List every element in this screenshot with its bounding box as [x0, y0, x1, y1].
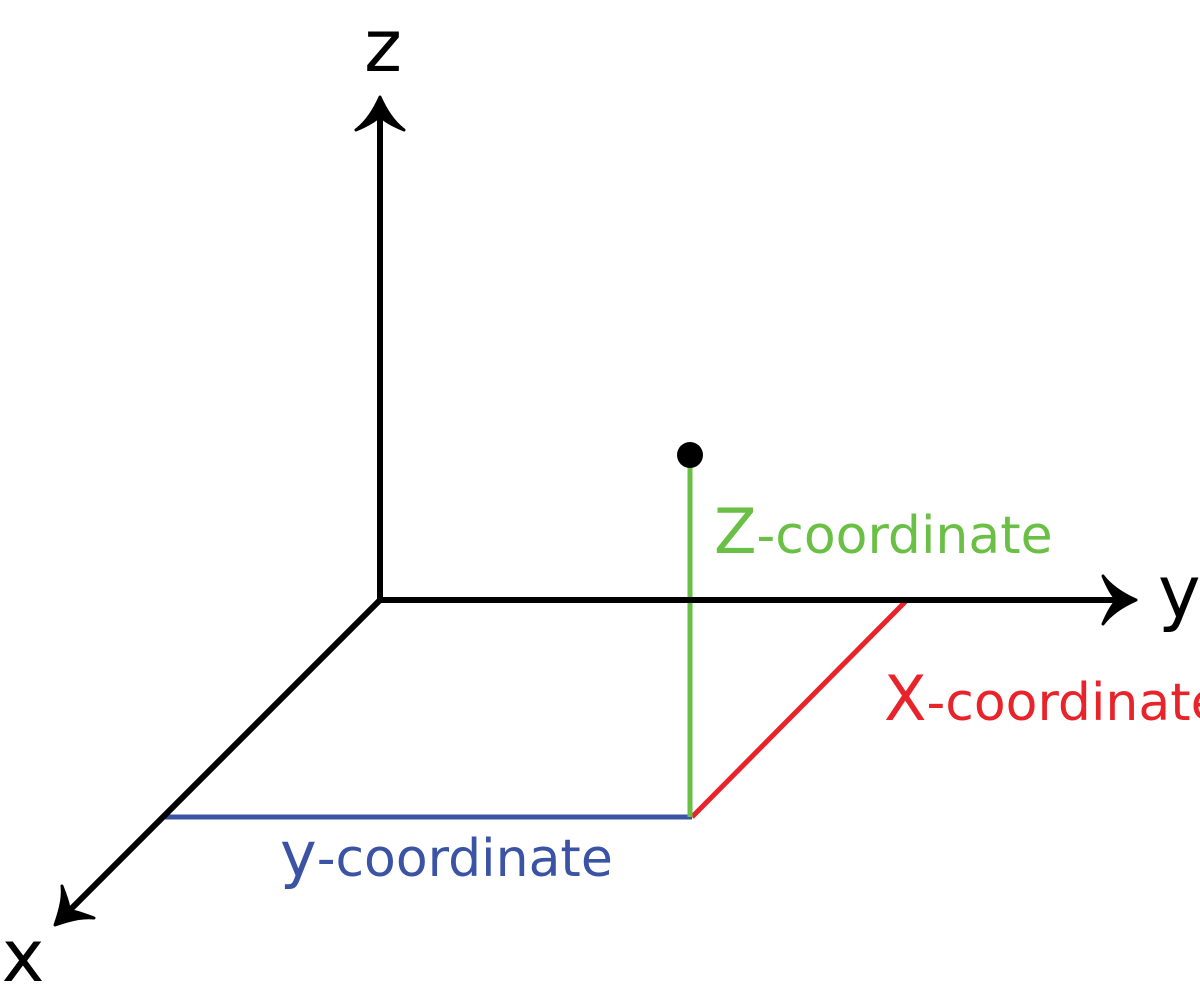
- y-coordinate-label: y-coordinate: [280, 818, 613, 891]
- x-coordinate-letter: X: [884, 662, 926, 735]
- y-axis-label: y: [1158, 550, 1200, 634]
- x-axis: [60, 595, 385, 920]
- point-marker: [677, 442, 703, 468]
- x-coordinate-segment: [690, 599, 908, 819]
- y-axis-arrowhead: [1101, 574, 1138, 626]
- x-axis-arrowhead: [53, 884, 96, 927]
- z-axis-arrowhead: [354, 95, 406, 132]
- z-coordinate-suffix: -coordinate: [756, 506, 1052, 566]
- y-coordinate-suffix: -coordinate: [317, 829, 613, 889]
- z-coordinate-label: Z-coordinate: [714, 495, 1053, 568]
- x-axis-label: x: [2, 914, 45, 998]
- y-coordinate-letter: y: [280, 818, 317, 891]
- z-coordinate-letter: Z: [714, 495, 756, 568]
- z-axis-label: z: [364, 4, 402, 88]
- x-coordinate-label: X-coordinate: [884, 662, 1200, 735]
- x-coordinate-suffix: -coordinate: [926, 673, 1200, 733]
